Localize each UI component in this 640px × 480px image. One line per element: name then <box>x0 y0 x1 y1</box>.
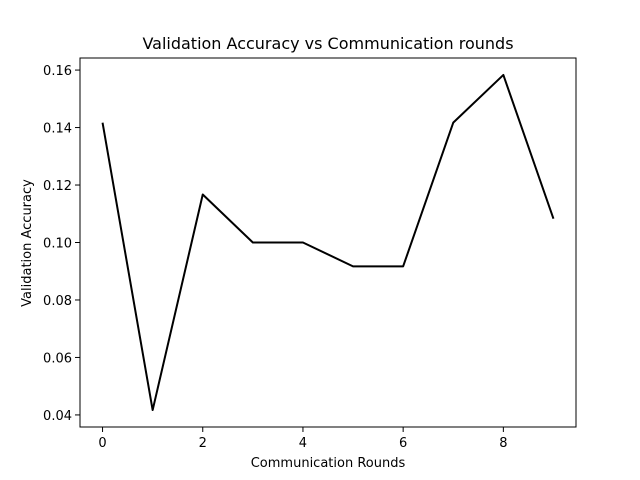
y-tick-label: 0.16 <box>43 64 72 79</box>
x-axis-label: Communication Rounds <box>251 456 406 471</box>
chart-title: Validation Accuracy vs Communication rou… <box>142 34 513 53</box>
axes-frame <box>79 57 577 428</box>
y-tick-label: 0.08 <box>43 294 72 309</box>
x-tick-label: 0 <box>98 436 106 451</box>
plot-area: 0 2 4 6 8 0.04 0.06 0.08 0.10 0.12 0.14 0.16 <box>43 57 577 451</box>
y-tick-label: 0.06 <box>43 351 72 366</box>
x-tick-label: 6 <box>399 436 407 451</box>
y-tick-label: 0.14 <box>43 122 72 137</box>
y-tick-label: 0.04 <box>43 409 72 424</box>
x-tick-label: 4 <box>299 436 307 451</box>
x-tick-label: 8 <box>499 436 507 451</box>
y-axis-label: Validation Accuracy <box>20 179 35 307</box>
y-tick-label: 0.10 <box>43 237 72 252</box>
series-line <box>101 73 555 412</box>
x-tick-label: 2 <box>199 436 207 451</box>
y-tick-label: 0.12 <box>43 179 72 194</box>
